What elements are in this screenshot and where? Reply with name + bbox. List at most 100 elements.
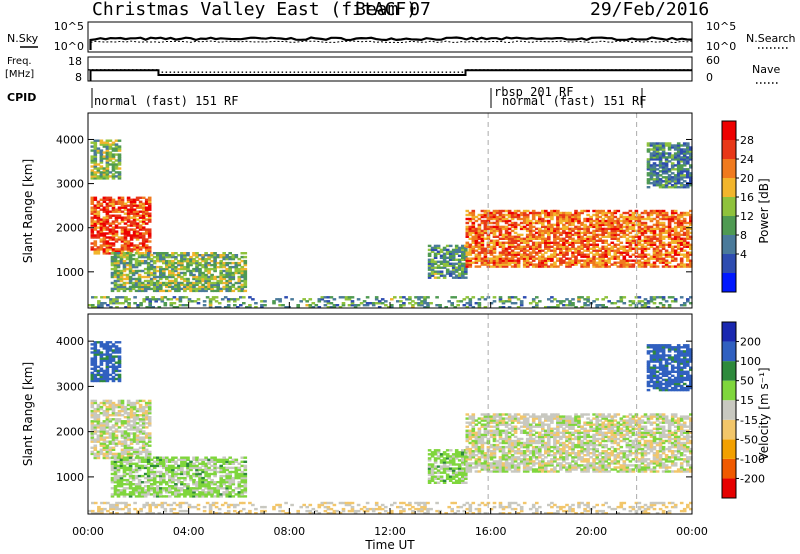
power-cell [643,265,648,268]
colorbar-tick-label: 24 [740,153,754,166]
power-cell [141,206,146,209]
power-cell [667,176,672,179]
power-cell [117,226,122,229]
power-cell [137,254,142,257]
power-cell [114,153,119,156]
power-cell [477,259,482,262]
power-cell [237,261,242,265]
power-cell [144,206,149,209]
velocity-cell [137,487,142,490]
power-cell [628,235,633,238]
velocity-cell [114,403,119,407]
power-cell [114,143,119,146]
velocity-cell [156,485,160,488]
power-cell [658,156,663,159]
velocity-cell [186,470,190,474]
power-cell [658,182,663,185]
power-cell [655,164,660,167]
velocity-cell [171,485,175,488]
power-cell [583,223,587,227]
power-cell [105,175,110,178]
power-cell [133,302,137,305]
power-cell [93,250,98,253]
velocity-cell [114,369,119,373]
power-cell [568,223,572,227]
power-cell [365,302,370,305]
power-cell [120,210,125,213]
velocity-cell [171,472,175,476]
power-cell [679,259,684,262]
power-cell [634,217,639,221]
velocity-cell [201,460,205,463]
power-cell [228,281,232,285]
velocity-cell [231,476,236,480]
power-cell [480,261,485,264]
velocity-cell [113,462,118,465]
velocity-cell [93,343,98,346]
power-cell [625,227,630,231]
power-cell [129,244,134,247]
velocity-cell [192,466,196,470]
power-cell [117,202,122,205]
power-cell [201,263,205,267]
power-cell [586,247,590,250]
power-cell [109,300,113,303]
power-cell [417,298,421,301]
power-cell [90,234,95,237]
velocity-cell [102,424,107,427]
power-cell [610,229,615,233]
power-cell [501,257,506,260]
power-cell [571,227,575,231]
power-cell [120,204,125,207]
velocity-cell [195,466,199,470]
power-cell [329,306,334,309]
power-cell [116,271,121,275]
power-cell [128,257,133,261]
power-cell [114,147,119,150]
power-cell [122,269,127,273]
power-cell [96,246,101,249]
power-cell [433,270,438,273]
power-cell [186,287,190,291]
power-cell [622,225,627,229]
power-cell [159,259,163,263]
velocity-cell [117,349,122,352]
velocity-cell [207,458,211,461]
velocity-cell [116,495,121,498]
power-cell [105,250,110,253]
power-cell [156,257,160,261]
power-cell [120,250,125,253]
power-cell [689,259,693,262]
power-cell [682,184,687,187]
power-cell [138,236,143,239]
power-cell [216,254,220,257]
power-cell [655,213,660,217]
power-cell [116,254,121,257]
power-cell [673,154,678,157]
power-cell [149,254,154,257]
power-cell [664,152,669,155]
velocity-cell [180,464,184,468]
power-cell [667,225,672,229]
velocity-cell [108,407,113,411]
power-cell [495,239,500,242]
power-cell [525,243,530,246]
velocity-cell [427,463,432,466]
velocity-cell [180,458,184,461]
power-cell [531,243,536,246]
power-cell [504,221,509,225]
power-cell [646,302,651,305]
power-cell [204,269,208,273]
velocity-cell [99,373,104,377]
power-cell [216,283,220,287]
power-cell [628,259,633,262]
velocity-cell [149,493,154,496]
power-cell [658,253,663,256]
power-cell [483,261,488,264]
power-cell [211,298,216,301]
power-cell [225,267,229,271]
velocity-cell [146,485,151,488]
velocity-cell [129,428,134,431]
power-cell [96,171,101,174]
power-cell [359,302,364,305]
